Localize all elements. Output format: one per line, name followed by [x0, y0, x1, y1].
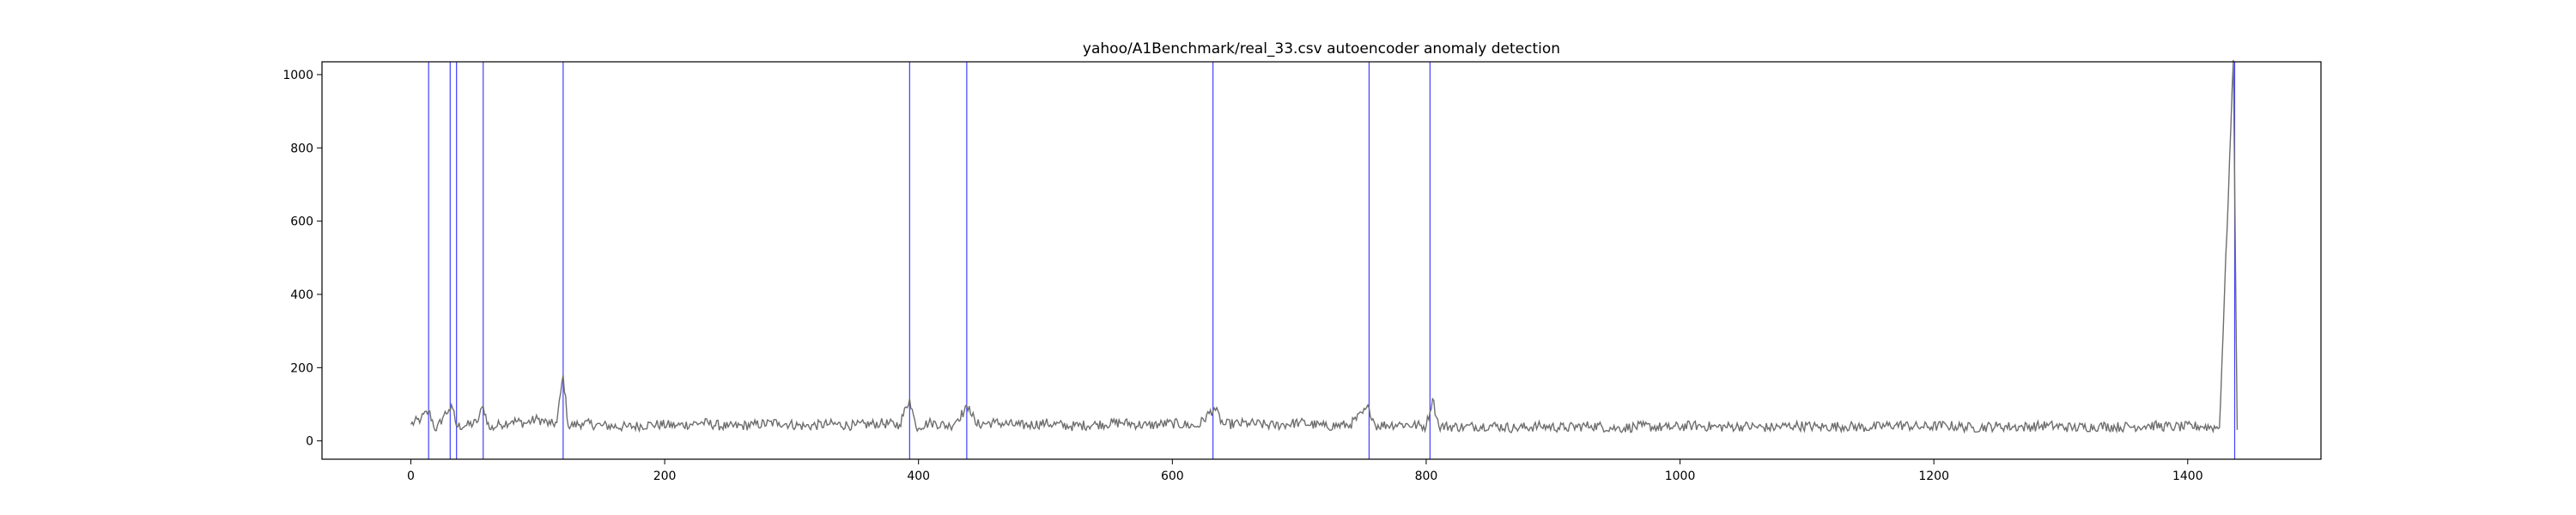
y-tick-label: 0: [306, 435, 313, 449]
x-tick-label: 0: [407, 470, 415, 483]
series-line: [410, 59, 2239, 434]
y-tick-label: 800: [290, 142, 313, 155]
x-tick-label: 1400: [2172, 470, 2203, 483]
y-axis: 0 200 400 600 800 1000: [283, 69, 322, 449]
x-tick-label: 800: [1415, 470, 1438, 483]
x-axis: 0 200 400 600 800 1000 1200 1400: [407, 459, 2203, 483]
axes-frame: [321, 61, 2322, 460]
x-tick-label: 400: [907, 470, 930, 483]
chart-title: yahoo/A1Benchmark/real_33.csv autoencode…: [1083, 40, 1560, 58]
x-tick-label: 200: [653, 470, 677, 483]
x-tick-label: 1000: [1665, 470, 1696, 483]
y-tick-label: 1000: [283, 69, 313, 82]
plot-area: [321, 59, 2322, 460]
y-tick-label: 200: [290, 361, 313, 375]
y-tick-label: 400: [290, 288, 313, 302]
x-tick-label: 1200: [1918, 470, 1949, 483]
x-tick-label: 600: [1161, 470, 1184, 483]
y-tick-label: 600: [290, 215, 313, 229]
